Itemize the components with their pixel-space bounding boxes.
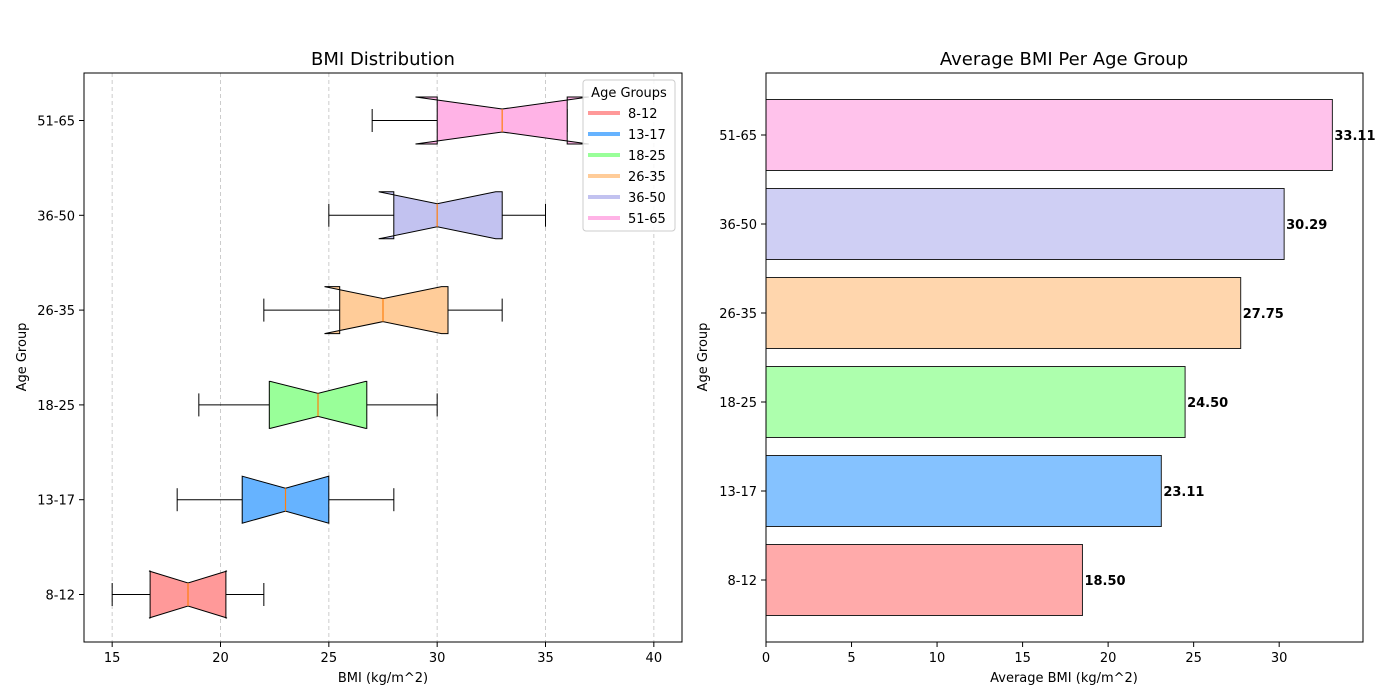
legend-label: 36-50 [628,191,666,206]
x-tick-label: 5 [847,651,855,666]
box-18-25 [198,380,438,429]
legend-frame [582,79,676,232]
bar-title: Average BMI Per Age Group [940,49,1188,70]
bar-value-label: 24.50 [1187,396,1228,411]
x-tick-label: 15 [1014,651,1031,666]
x-tick-label: 20 [1100,651,1117,666]
box-8-12 [111,570,265,619]
box-13-17 [176,475,395,524]
x-tick-label: 10 [929,651,946,666]
x-tick-label: 40 [646,651,663,666]
bar-chart: Average BMI Per Age Group 18.50 23.11 24.5… [696,49,1376,686]
y-tick-label: 51-65 [37,115,75,130]
y-tick-label: 36-50 [37,209,75,224]
box-36-50 [328,191,546,240]
box-body [378,191,503,240]
bar-8-12 [765,544,1083,616]
legend-title: Age Groups [591,86,667,101]
bar-value-label: 23.11 [1163,485,1204,500]
bar-value-label: 30.29 [1286,218,1327,233]
bar-36-50 [765,188,1285,260]
legend: Age Groups 8-12 13-17 18-25 26-35 36-50 51-65 [582,79,676,232]
bar-26-35 [765,277,1242,349]
y-tick-label: 26-35 [719,307,757,322]
bars: 18.50 23.11 24.50 27.75 30.29 33.11 [765,99,1376,616]
bar-value-label: 18.50 [1084,574,1125,589]
boxplot-ylabel: Age Group [15,323,30,392]
x-tick-label: 30 [1271,651,1288,666]
box-51-65 [371,96,589,145]
bar-axes-frame [765,72,1364,643]
boxplot-title: BMI Distribution [311,49,455,70]
legend-items: 8-12 13-17 18-25 26-35 36-50 51-65 [588,107,666,227]
boxplot-grid [111,73,655,642]
x-tick-label: 25 [321,651,338,666]
legend-label: 8-12 [628,107,658,122]
y-tick-label: 8-12 [45,589,75,604]
x-tick-label: 30 [429,651,446,666]
y-tick-label: 8-12 [727,574,757,589]
boxplot-y-ticks: 8-12 13-17 18-25 26-35 36-50 51-65 [37,115,84,604]
x-tick-label: 15 [104,651,121,666]
y-tick-label: 51-65 [719,129,757,144]
legend-label: 26-35 [628,170,666,185]
y-tick-label: 36-50 [719,218,757,233]
y-tick-label: 18-25 [37,399,75,414]
bar-18-25 [765,366,1186,438]
bar-value-label: 27.75 [1243,307,1284,322]
legend-label: 18-25 [628,149,666,164]
x-tick-label: 20 [212,651,229,666]
boxplot-chart: BMI Distribution 15 20 25 30 35 40 8-12 13-17 1… [15,49,683,686]
bar-y-ticks: 8-12 13-17 18-25 26-35 36-50 51-65 [719,129,766,589]
x-tick-label: 0 [762,651,770,666]
bar-51-65 [765,99,1333,171]
y-tick-label: 13-17 [37,494,75,509]
boxplot-axes-frame [83,72,683,643]
y-tick-label: 18-25 [719,396,757,411]
bar-13-17 [765,455,1162,527]
y-tick-label: 13-17 [719,485,757,500]
boxplot-x-ticks: 15 20 25 30 35 40 [104,642,662,666]
legend-label: 51-65 [628,212,666,227]
box-26-35 [263,286,503,335]
boxplot-xlabel: BMI (kg/m^2) [338,671,428,686]
x-tick-label: 25 [1185,651,1202,666]
bar-value-label: 33.11 [1334,129,1375,144]
boxplot-boxes [111,96,589,619]
y-tick-label: 26-35 [37,304,75,319]
legend-label: 13-17 [628,128,666,143]
x-tick-label: 35 [537,651,554,666]
bar-xlabel: Average BMI (kg/m^2) [990,671,1138,686]
bar-ylabel: Age Group [696,323,711,392]
bar-x-ticks: 0 5 10 15 20 25 30 [762,642,1288,666]
box-body [324,286,449,335]
